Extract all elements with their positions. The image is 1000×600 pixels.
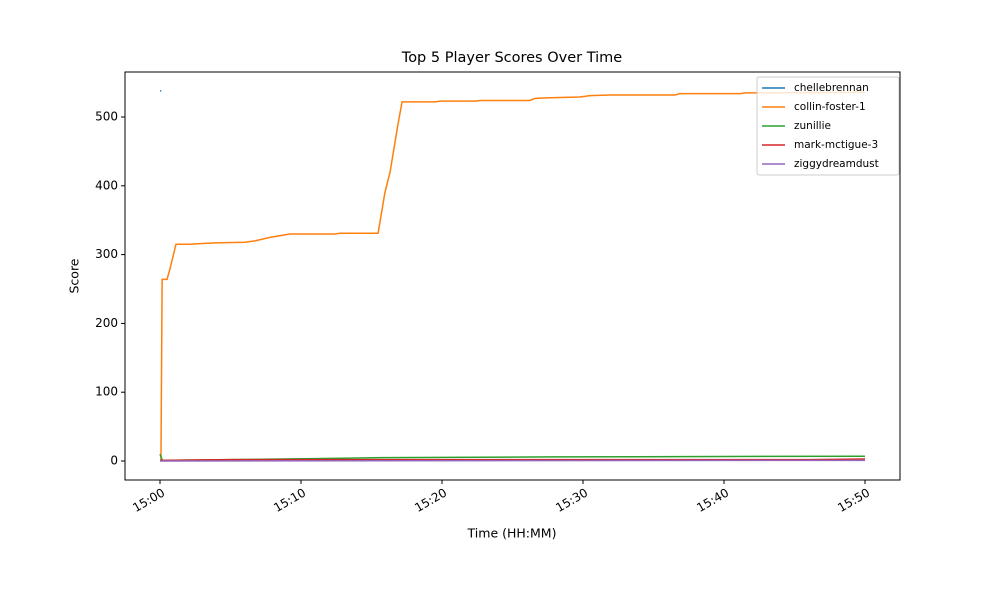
y-tick-label: 0: [110, 454, 118, 468]
legend-label: chellebrennan: [794, 82, 869, 94]
chart-title: Top 5 Player Scores Over Time: [401, 50, 622, 66]
legend-label: ziggydreamdust: [794, 158, 879, 170]
y-tick-label: 100: [95, 385, 118, 399]
legend-box: [756, 76, 900, 176]
legend: chellebrennan collin-foster-1 zunillie mark…: [756, 76, 900, 176]
plot-frame: [124, 71, 901, 481]
legend-label: zunillie: [794, 120, 831, 132]
legend-label: collin-foster-1: [794, 101, 866, 113]
y-tick-label: 300: [95, 247, 118, 261]
y-tick-label: 500: [95, 109, 118, 123]
series-line: [160, 459, 865, 462]
y-tick-label: 400: [95, 178, 118, 192]
y-axis-label: Score: [67, 258, 82, 293]
series-line: [160, 458, 865, 462]
legend-label: mark-mctigue-3: [794, 139, 878, 151]
series-line: [160, 91, 865, 462]
x-axis-label: Time (HH:MM): [467, 526, 557, 541]
y-tick-label: 200: [95, 316, 118, 330]
